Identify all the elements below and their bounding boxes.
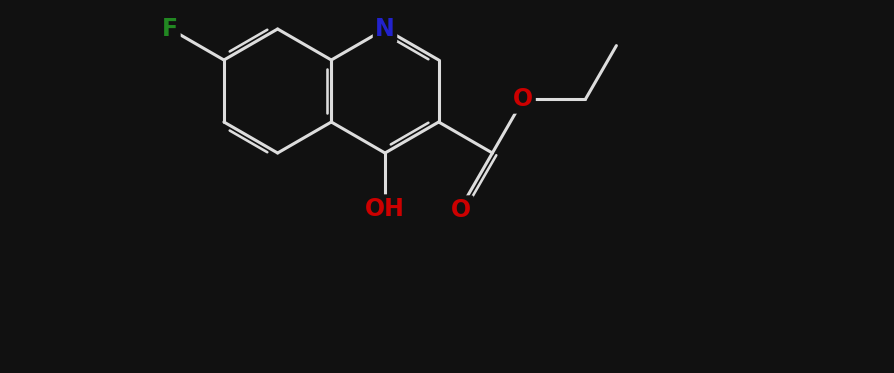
Text: N: N [375,17,394,41]
Text: O: O [451,198,471,222]
Text: OH: OH [365,197,404,221]
Text: F: F [162,17,178,41]
Text: O: O [513,87,533,111]
